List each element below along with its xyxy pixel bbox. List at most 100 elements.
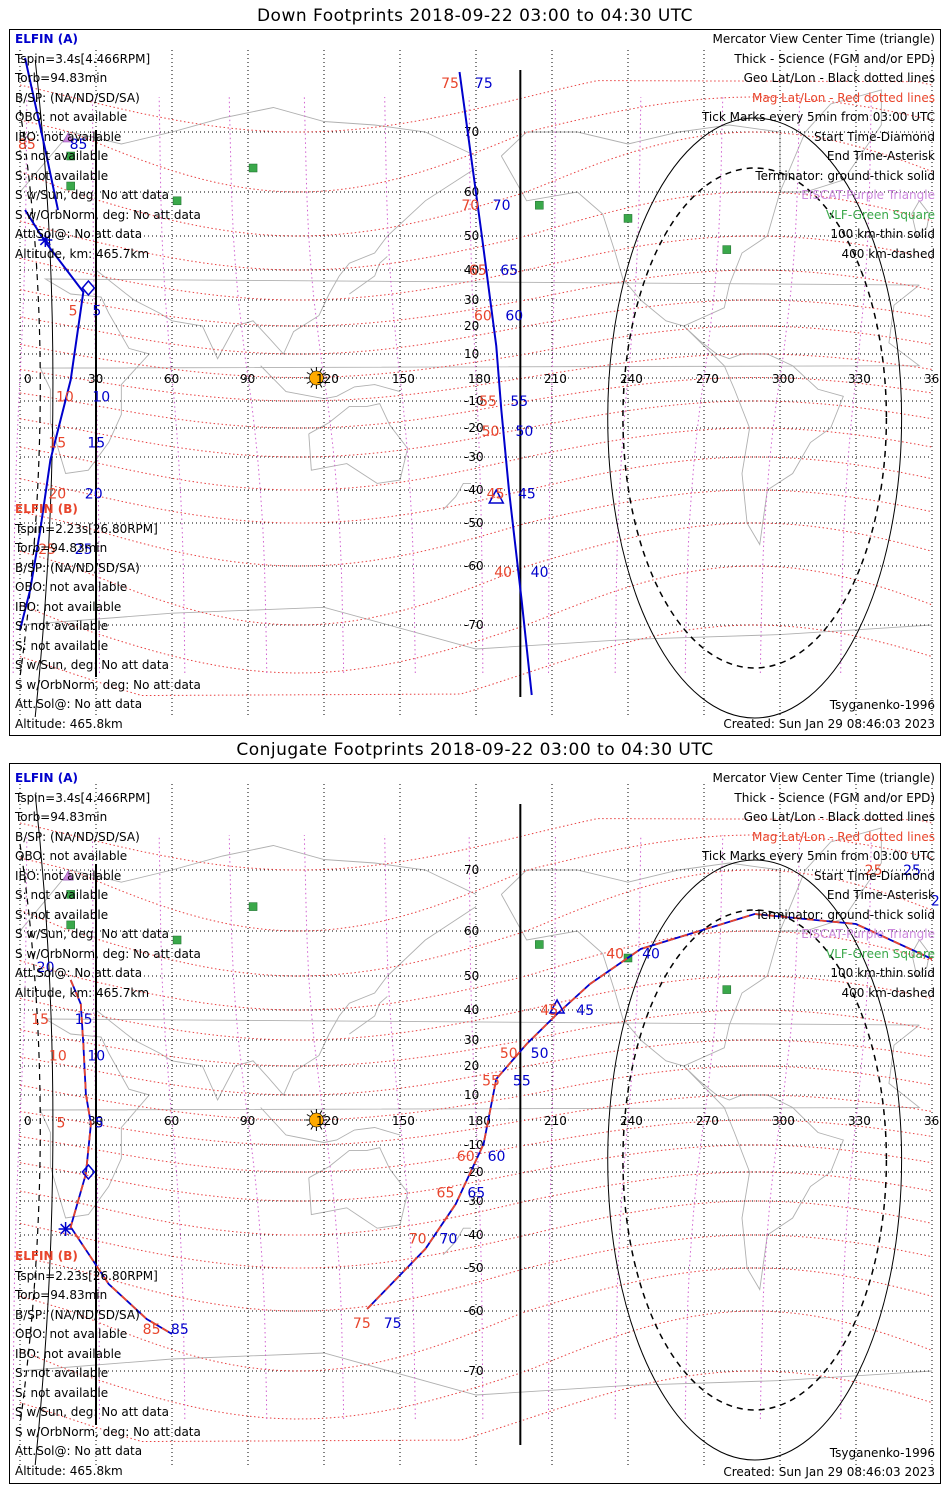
lon-label: 90: [240, 372, 255, 386]
sc-a-line: Altitude, km: 465.7km: [15, 246, 150, 261]
asterisk-stroke: [39, 234, 51, 246]
down-footprints-panel: 0 30 60 90 120 150 180 210 240 270 300 330 360 70 60 50…: [9, 29, 941, 736]
mag-lat-line: [19, 1171, 933, 1236]
sc-b-track: [366, 913, 933, 1310]
lon-label: 210: [544, 372, 567, 386]
track-tick-label: 60: [488, 1149, 506, 1165]
vlf-square: [535, 940, 544, 949]
coastline: [39, 1018, 921, 1219]
lat-label: 60: [464, 924, 479, 938]
vlf-square: [66, 181, 75, 191]
sc-a-track: [458, 71, 533, 696]
lat-label: -50: [464, 1261, 484, 1275]
legend-entry: 400 km-dashed: [841, 246, 935, 261]
conjugate-footprints-panel: 0 30 60 90 120 150 180 210 240 270 300 330 360 70 60 50…: [9, 763, 941, 1484]
track-tick-label: 85: [70, 137, 88, 153]
mag-lon-line: [759, 96, 801, 674]
sun-icon: [305, 1109, 328, 1131]
sc-a-name: ELFIN (A): [15, 771, 78, 785]
lat-label: -50: [464, 516, 484, 530]
lon-label: 150: [392, 1114, 415, 1128]
track-tick-label: 20: [85, 486, 103, 502]
coastline: [911, 199, 930, 237]
mag-lat-line: [19, 191, 933, 271]
vlf-square: [172, 196, 182, 206]
sc-a-line: S w/OrbNorm, deg: No att data: [15, 207, 201, 222]
coastline: [308, 1147, 409, 1229]
lat-label: -60: [464, 1304, 484, 1318]
sc-b-line: OBO: not available: [15, 1327, 128, 1341]
legend-entry: Thick - Science (FGM and/or EPD): [734, 51, 935, 66]
panel-title-conjugate: Conjugate Footprints 2018-09-22 03:00 to…: [236, 740, 714, 760]
track-tick-label: 40: [642, 947, 660, 963]
fov-100km: [607, 117, 903, 719]
lon-label: 330: [848, 1114, 871, 1128]
created-label: Created: Sun Jan 29 08:46:03 2023: [723, 1465, 935, 1479]
lat-label: 20: [464, 1059, 479, 1073]
mag-lat-line: [19, 834, 933, 932]
legend-entry: 400 km-dashed: [841, 985, 935, 1000]
sun-icon: [305, 367, 328, 389]
fov-100km-west: [34, 59, 54, 718]
sc-a-line: S w/Sun, deg: No att data: [15, 188, 169, 202]
sc-a-line: Altitude, km: 465.7km: [15, 985, 150, 1000]
coastline: [308, 403, 409, 484]
sc-b-name: ELFIN (B): [15, 1249, 78, 1263]
mag-lat-line: [19, 299, 933, 355]
track-tick-label: 25: [865, 863, 883, 879]
vlf-square: [66, 920, 75, 930]
sc-a-track: [24, 57, 59, 211]
sc-a-line: S: not available: [15, 149, 109, 163]
sc-a-line: S w/OrbNorm, deg: No att data: [15, 946, 201, 961]
track-tick-label: 50: [515, 424, 533, 440]
track-tick-label: 75: [441, 76, 459, 92]
coastline: [260, 365, 401, 400]
lon-label: 60: [164, 1114, 179, 1128]
sc-b-line: S w/Sun, deg: No att data: [15, 1405, 169, 1419]
sc-b-line: Torb=94.83min: [15, 541, 108, 555]
track-tick-label: 10: [56, 389, 74, 405]
vlf-square: [66, 151, 75, 161]
lon-label: 0: [24, 1114, 32, 1128]
track-tick-label: 70: [439, 1231, 457, 1247]
sc-b-line: Tspin=2.23s[26.80RPM]: [15, 521, 158, 536]
lat-label: -70: [464, 1364, 484, 1378]
sc-b-line: Torb=94.83min: [15, 1288, 108, 1302]
sc-b-track: [69, 979, 173, 1335]
sc-a-line: Att.Sol@: No att data: [15, 966, 143, 980]
legend-entry: Terminator: ground-thick solid: [755, 907, 935, 922]
track-tick-label: 15: [87, 436, 105, 452]
lon-label: 300: [772, 372, 795, 386]
coastline: [911, 939, 930, 977]
sc-b-line: S w/OrbNorm, deg: No att data: [15, 1424, 201, 1439]
asterisk-stroke: [60, 1223, 72, 1235]
sc-b-line: Tspin=2.23s[26.80RPM]: [15, 1268, 158, 1283]
track-tick-label: 75: [384, 1316, 402, 1332]
lon-label: 360: [924, 1114, 941, 1128]
track-tick-label: 5: [92, 303, 101, 319]
mag-lat-line: [19, 1310, 933, 1420]
coastline: [500, 862, 781, 1067]
sun-disc: [309, 370, 324, 386]
mag-lat-line: [19, 489, 933, 567]
sc-b-line: Att.Sol@: No att data: [15, 697, 143, 711]
track-tick-label: 25: [75, 542, 93, 558]
mag-lon-line: [840, 834, 872, 1420]
eiscat-triangle: [62, 870, 74, 881]
legend-entry: Tick Marks every 5min from 03:00 UTC: [701, 849, 935, 863]
sc-a-line: OBO: not available: [15, 110, 128, 124]
lat-label: -30: [464, 1194, 484, 1208]
track-tick-label: 60: [474, 309, 492, 325]
mag-lat-line: [19, 565, 933, 674]
lon-label: 330: [848, 372, 871, 386]
track-tick-label: 15: [48, 436, 66, 452]
track-tick-label: 65: [500, 263, 518, 279]
coastline: [683, 1065, 844, 1291]
lon-label: 240: [620, 372, 643, 386]
legend-entry: EISCAT-Purple Triangle: [801, 927, 935, 941]
sc-b-line: B/SP: (NA/ND/SD/SA): [15, 560, 140, 575]
end-asterisk: [58, 1222, 73, 1236]
mag-grid: [19, 80, 933, 697]
sc-a-line: IBO: not available: [15, 868, 122, 883]
mag-lat-line: [19, 131, 933, 237]
